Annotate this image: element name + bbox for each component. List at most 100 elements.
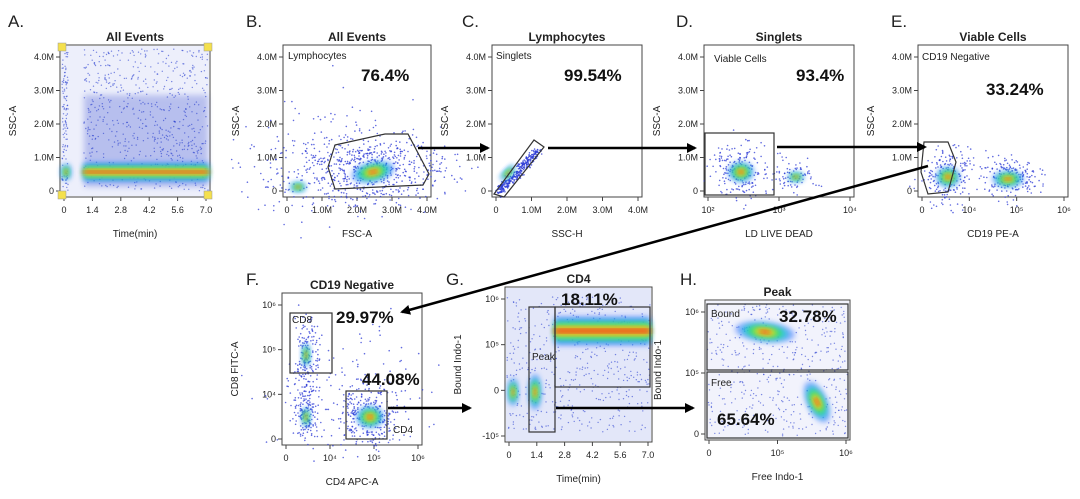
y-tick-label: 10⁵: [685, 368, 699, 378]
x-axis-label: Time(min): [113, 229, 158, 240]
x-tick-label: 7.0: [200, 205, 213, 215]
gate-percentage: 65.64%: [717, 410, 775, 429]
y-axis-label: SSC-A: [652, 105, 663, 136]
y-tick-label: 0: [907, 186, 912, 196]
y-axis-label: SSC-A: [8, 105, 19, 136]
x-axis-label: SSC-H: [551, 229, 582, 240]
y-tick-label: 2.0M: [678, 119, 698, 129]
y-tick-label: 4.0M: [466, 52, 486, 62]
y-tick-label: 10⁶: [262, 300, 276, 310]
gate-label: Free: [711, 378, 732, 389]
x-tick-label: 5.6: [614, 450, 627, 460]
y-tick-label: 10⁶: [485, 294, 499, 304]
y-axis-label: SSC-A: [866, 105, 877, 136]
gate-label: CD19 Negative: [922, 52, 990, 63]
x-tick-label: 10⁶: [839, 448, 853, 458]
x-tick-label: 4.2: [586, 450, 599, 460]
panel-title: Peak: [763, 285, 791, 299]
x-tick-label: 10⁴: [843, 205, 857, 215]
gate-label: Bound: [711, 309, 740, 320]
y-tick-label: 2.0M: [892, 119, 912, 129]
x-tick-label: 10²: [701, 205, 714, 215]
panel-letter-b: B.: [246, 12, 263, 31]
y-axis-label: SSC-A: [440, 105, 451, 136]
gate-percentage: 44.08%: [362, 370, 420, 389]
y-tick-label: 1.0M: [257, 153, 277, 163]
panel-title: CD19 Negative: [310, 278, 394, 292]
gate-label: Singlets: [496, 51, 532, 62]
x-axis-label: Free Indo-1: [752, 472, 804, 483]
y-axis-label: SSC-A: [231, 105, 242, 136]
panel-title: Viable Cells: [959, 30, 1026, 44]
x-tick-label: 1.0M: [312, 205, 332, 215]
x-tick-label: 10⁵: [1010, 205, 1024, 215]
x-tick-label: 10⁵: [771, 448, 785, 458]
x-tick-label: 2.8: [115, 205, 128, 215]
gate-percentage: 33.24%: [986, 80, 1044, 99]
x-tick-label: 3.0M: [382, 205, 402, 215]
gate-label: Peak: [532, 352, 556, 363]
y-tick-label: 0: [693, 186, 698, 196]
panel-letter-h: H.: [680, 270, 697, 289]
y-axis-label: Bound Indo-1: [653, 340, 664, 400]
y-tick-label: 0: [481, 186, 486, 196]
panel-letter-a: A.: [8, 12, 25, 31]
y-tick-label: 3.0M: [892, 86, 912, 96]
y-tick-label: 1.0M: [34, 153, 54, 163]
x-axis-label: LD LIVE DEAD: [745, 229, 813, 240]
y-tick-label: 3.0M: [257, 86, 277, 96]
gate-percentage: 32.78%: [779, 307, 837, 326]
x-tick-label: 4.0M: [417, 205, 437, 215]
x-tick-label: 7.0: [642, 450, 655, 460]
panel-d: Singlets LD LIVE DEAD SSC-A 10² 10³ 10⁴ 0 1.0M 2…: [652, 30, 857, 240]
x-tick-label: 10⁶: [411, 453, 425, 463]
y-tick-label: 4.0M: [34, 52, 54, 62]
y-tick-label: 4.0M: [892, 52, 912, 62]
x-tick-label: 0: [61, 205, 66, 215]
y-tick-label: 0: [49, 186, 54, 196]
x-tick-label: 5.6: [171, 205, 184, 215]
panel-e: Viable Cells CD19 PE-A SSC-A 0 10⁴ 10⁵ 10⁶ 0 1.0…: [866, 30, 1071, 240]
y-axis-label: CD8 FITC-A: [230, 341, 241, 396]
panel-title: All Events: [328, 30, 386, 44]
panel-title: CD4: [566, 272, 590, 286]
gate-label: Viable Cells: [714, 54, 767, 65]
x-tick-label: 2.0M: [347, 205, 367, 215]
y-tick-label: 0: [271, 434, 276, 444]
x-tick-label: 3.0M: [592, 205, 612, 215]
panel-letter-d: D.: [676, 12, 693, 31]
x-axis-label: CD19 PE-A: [967, 229, 1019, 240]
x-tick-label: 4.0M: [628, 205, 648, 215]
panel-c: Lymphocytes SSC-H SSC-A 0 1.0M 2.0M 3.0M 4.0M 0 1…: [440, 30, 648, 240]
gate-percentage: 29.97%: [336, 308, 394, 327]
y-tick-label: 0: [494, 385, 499, 395]
y-tick-label: 3.0M: [466, 86, 486, 96]
panel-b: All Events FSC-A SSC-A 0 1.0M 2.0M 3.0M 4.0M 0 1.…: [230, 30, 479, 240]
y-tick-label: 3.0M: [34, 86, 54, 96]
panel-letter-f: F.: [246, 270, 260, 289]
y-tick-label: 0: [272, 186, 277, 196]
panel-title: All Events: [106, 30, 164, 44]
x-tick-label: 0: [506, 450, 511, 460]
y-tick-label: 1.0M: [678, 153, 698, 163]
x-tick-label: 4.2: [143, 205, 156, 215]
gate-percentage: 93.4%: [796, 66, 844, 85]
x-tick-label: 2.0M: [557, 205, 577, 215]
gate-percentage: 76.4%: [361, 66, 409, 85]
panel-a: All Events Time(min) SSC-A 0 1.4 2.8 4.2 5.6 7.0…: [8, 30, 212, 240]
y-axis-label: Bound Indo-1: [453, 334, 464, 394]
x-tick-label: 10⁶: [1057, 205, 1071, 215]
panel-f: CD19 Negative CD4 APC-A CD8 FITC-A 0 10⁴ 10⁵ 1…: [230, 278, 440, 488]
panel-h: Peak Free Indo-1 Bound Indo-1 0 10⁵ 10⁶ 0 10⁵ 10…: [653, 285, 853, 483]
gate-label: CD8: [292, 315, 312, 326]
gate-label: Lymphocytes: [288, 51, 347, 62]
x-tick-label: 2.8: [558, 450, 571, 460]
x-tick-label: 1.4: [86, 205, 99, 215]
x-tick-label: 0: [706, 448, 711, 458]
panel-g: CD4 Time(min) Bound Indo-1 0 1.4 2.8 4.2 5.6 7.0…: [453, 272, 654, 485]
y-tick-label: 0: [694, 429, 699, 439]
panel-letter-c: C.: [462, 12, 479, 31]
y-tick-label: 10⁴: [262, 389, 276, 399]
x-axis-label: FSC-A: [342, 229, 372, 240]
